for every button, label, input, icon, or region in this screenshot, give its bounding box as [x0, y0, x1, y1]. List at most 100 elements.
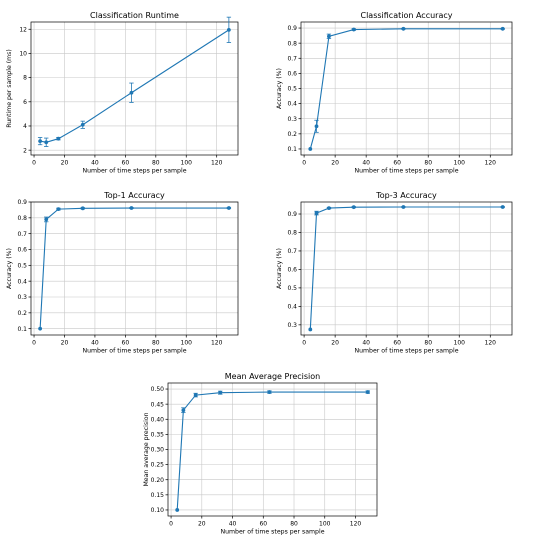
- x-tick-label: 80: [152, 160, 160, 167]
- y-axis-label: Accuracy (%): [6, 248, 13, 289]
- x-tick-label: 40: [362, 340, 370, 347]
- x-tick-label: 0: [32, 340, 36, 347]
- plot-frame: [30, 201, 239, 336]
- plot-frame: [30, 21, 239, 156]
- chart-panel: 0 20 40 60 80 100 120 2 4 6 8 10 12 Classification Ru…: [6, 11, 239, 175]
- y-tick-label: 0.9: [287, 25, 297, 32]
- y-tick-label: 0.9: [17, 199, 27, 206]
- y-tick-label: 0.8: [287, 230, 297, 237]
- x-axis-label: Number of time steps per sample: [354, 348, 458, 355]
- y-tick-label: 0.4: [287, 101, 297, 108]
- x-tick-label: 100: [181, 340, 193, 347]
- y-tick-label: 0.8: [17, 215, 27, 222]
- x-tick-label: 40: [229, 521, 237, 528]
- chart-panel: 0 20 40 60 80 100 120 0.10 0.15 0.20 0.25 0.30 0.35 0…: [143, 372, 378, 536]
- chart-title: Top-1 Accuracy: [103, 191, 165, 200]
- data-point: [365, 390, 370, 394]
- y-tick-label: 0.9: [287, 211, 297, 218]
- plot-frame: [300, 201, 513, 336]
- y-tick-label: 0.7: [17, 231, 27, 238]
- data-point: [401, 205, 406, 209]
- y-axis-label: Mean average precision: [143, 412, 150, 486]
- y-tick-label: 0.3: [287, 322, 297, 329]
- x-tick-label: 40: [362, 160, 370, 167]
- data-point: [129, 90, 134, 95]
- x-tick-label: 0: [32, 160, 36, 167]
- x-tick-label: 120: [211, 160, 223, 167]
- data-point: [314, 211, 319, 215]
- x-tick-label: 80: [152, 340, 160, 347]
- x-tick-label: 60: [122, 160, 130, 167]
- y-tick-label: 0.35: [151, 431, 165, 438]
- x-tick-label: 20: [61, 340, 69, 347]
- y-tick-label: 0.2: [287, 131, 297, 138]
- series-line: [176, 391, 368, 510]
- chart-panel: 0 20 40 60 80 100 120 0.3 0.4 0.5 0.6 0.7 0.8 0.9 Top-…: [276, 191, 513, 355]
- y-tick-label: 0.1: [17, 326, 27, 333]
- chart-title: Top-3 Accuracy: [375, 191, 437, 200]
- x-tick-label: 120: [485, 160, 497, 167]
- x-tick-label: 100: [319, 521, 331, 528]
- x-tick-label: 20: [331, 160, 339, 167]
- data-point: [267, 390, 272, 394]
- data-point: [327, 34, 331, 39]
- y-tick-label: 0.4: [287, 303, 297, 310]
- data-point: [44, 140, 49, 145]
- data-point: [129, 206, 134, 210]
- data-point: [38, 139, 43, 143]
- x-tick-label: 60: [393, 160, 401, 167]
- data-point: [308, 327, 313, 332]
- series-line: [309, 206, 503, 330]
- x-tick-label: 60: [122, 340, 130, 347]
- y-tick-label: 0.15: [151, 492, 165, 499]
- data-point: [500, 26, 505, 31]
- y-tick-label: 0.5: [287, 86, 297, 93]
- x-tick-label: 0: [302, 340, 306, 347]
- x-tick-label: 80: [290, 521, 298, 528]
- series-line: [309, 28, 503, 150]
- data-point: [193, 393, 198, 397]
- x-axis-label: Number of time steps per sample: [220, 529, 324, 536]
- data-point: [327, 206, 331, 210]
- series-line: [39, 207, 229, 329]
- data-point: [56, 136, 61, 141]
- y-tick-label: 0.1: [287, 146, 297, 153]
- data-point: [218, 390, 223, 395]
- chart-panel: 0 20 40 60 80 100 120 0.1 0.2 0.3 0.4 0.5 0.6 0.7 0.8 0…: [276, 11, 513, 175]
- x-tick-label: 0: [169, 521, 173, 528]
- chart-panel: 0 20 40 60 80 100 120 0.1 0.2 0.3 0.4 0.5 0.6 0.7 0.8 0…: [6, 191, 239, 355]
- data-point: [56, 207, 61, 212]
- y-tick-label: 0.6: [287, 267, 297, 274]
- y-tick-label: 0.40: [151, 416, 165, 423]
- x-tick-label: 100: [454, 160, 466, 167]
- x-tick-label: 100: [454, 340, 466, 347]
- x-tick-label: 40: [91, 340, 99, 347]
- y-tick-label: 0.6: [17, 247, 27, 254]
- y-tick-label: 0.4: [17, 278, 27, 285]
- y-tick-label: 0.10: [151, 507, 165, 514]
- x-tick-label: 100: [181, 160, 193, 167]
- y-tick-label: 0.45: [151, 401, 165, 408]
- data-point: [351, 27, 356, 32]
- x-axis-label: Number of time steps per sample: [82, 168, 186, 175]
- x-tick-label: 0: [302, 160, 306, 167]
- data-point: [181, 408, 186, 413]
- data-point: [226, 206, 231, 210]
- y-tick-label: 2: [23, 147, 27, 154]
- x-tick-label: 20: [198, 521, 206, 528]
- data-point: [500, 205, 505, 209]
- x-tick-label: 60: [259, 521, 267, 528]
- series-line: [40, 29, 230, 143]
- data-point: [175, 508, 180, 512]
- y-tick-label: 0.30: [151, 447, 165, 454]
- y-tick-label: 0.7: [287, 55, 297, 62]
- data-point: [38, 326, 43, 331]
- y-tick-label: 0.3: [17, 294, 27, 301]
- data-point: [44, 217, 49, 222]
- data-point: [351, 205, 356, 210]
- x-tick-label: 120: [485, 340, 497, 347]
- x-tick-label: 120: [350, 521, 362, 528]
- data-point: [401, 26, 406, 31]
- x-tick-label: 80: [424, 160, 432, 167]
